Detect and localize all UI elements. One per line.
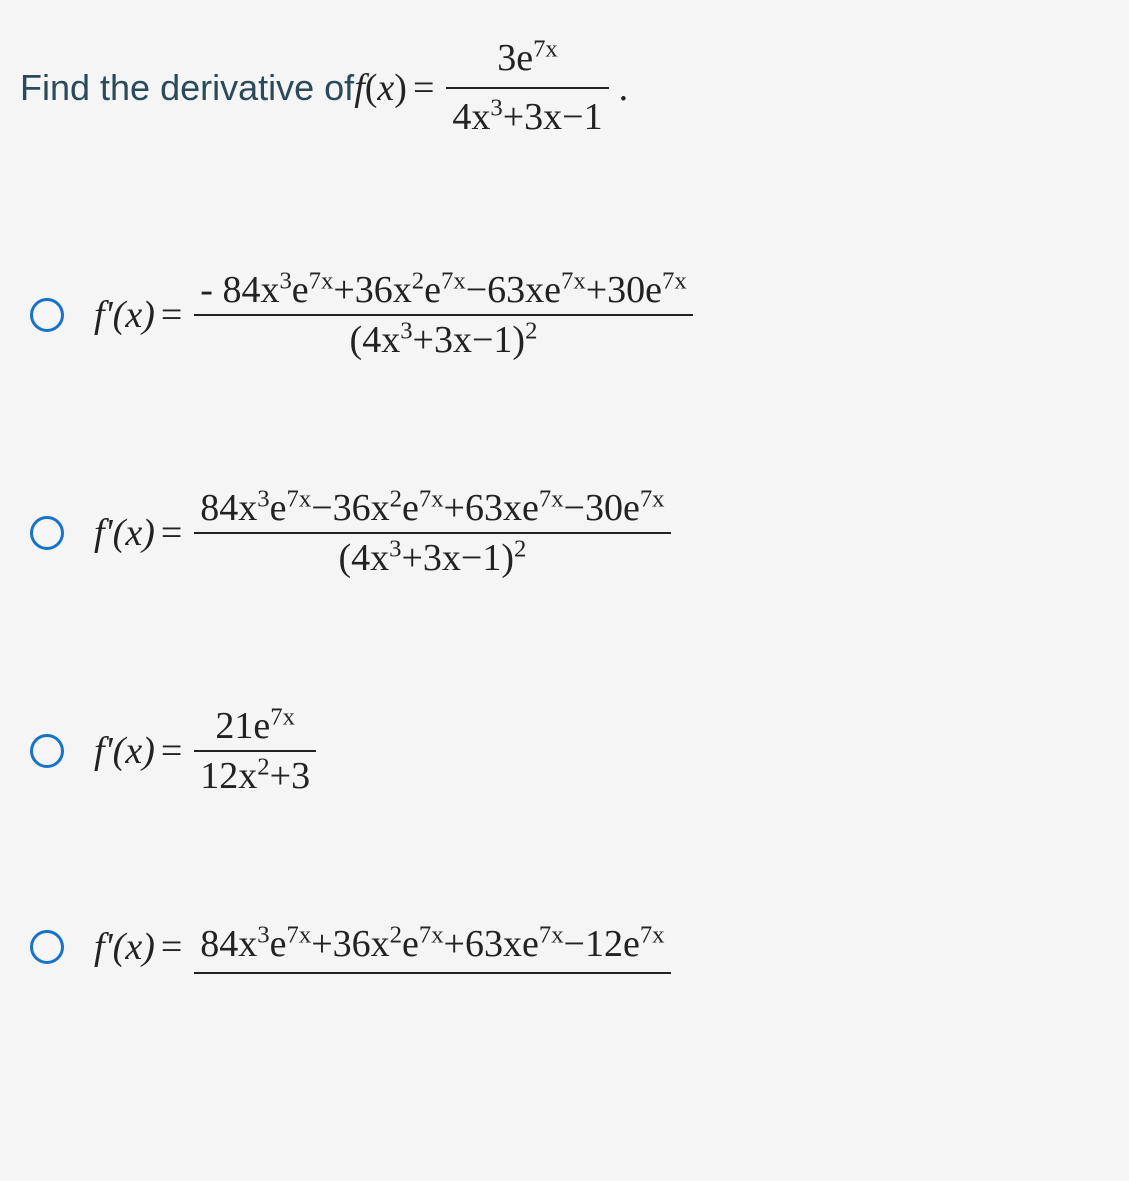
question-numerator: 3e7x [491, 30, 564, 87]
option-row[interactable]: f'(x)= 21e7x12x2+3 [30, 702, 1109, 800]
option-math: f'(x)= 84x3e7x+36x2e7x+63xe7x−12e7x [94, 920, 677, 974]
equals: = [161, 511, 182, 555]
period: . [619, 62, 629, 115]
equals: = [161, 729, 182, 773]
option-denominator: (4x3+3x−1)2 [344, 316, 544, 364]
page: Find the derivative of f(x) = 3e7x 4x3+3… [0, 0, 1129, 1181]
option-math: f'(x)= 84x3e7x−36x2e7x+63xe7x−30e7x(4x3+3… [94, 484, 677, 582]
option-numerator: 84x3e7x+36x2e7x+63xe7x−12e7x [194, 920, 670, 968]
equals: = [161, 925, 182, 969]
options-list: f'(x)=- 84x3e7x+36x2e7x−63xe7x+30e7x(4x3… [30, 266, 1109, 974]
lhs-prime: f'(x) [94, 293, 155, 337]
option-fraction: - 84x3e7x+36x2e7x−63xe7x+30e7x(4x3+3x−1)… [194, 266, 692, 364]
question-math: f(x) = 3e7x 4x3+3x−1 . [354, 30, 628, 146]
lhs-prime: f'(x) [94, 925, 155, 969]
option-fraction: 21e7x12x2+3 [194, 702, 316, 800]
equals: = [413, 62, 434, 115]
option-row[interactable]: f'(x)= 84x3e7x−36x2e7x+63xe7x−30e7x(4x3+3… [30, 484, 1109, 582]
lhs-prime: f'(x) [94, 511, 155, 555]
lhs-prime: f'(x) [94, 729, 155, 773]
radio-button[interactable] [30, 516, 64, 550]
option-fraction: 84x3e7x+36x2e7x+63xe7x−12e7x [194, 920, 670, 974]
radio-button[interactable] [30, 734, 64, 768]
radio-button[interactable] [30, 298, 64, 332]
question-fraction: 3e7x 4x3+3x−1 [446, 30, 608, 146]
radio-button[interactable] [30, 930, 64, 964]
option-numerator: - 84x3e7x+36x2e7x−63xe7x+30e7x [194, 266, 692, 314]
func-letter: f [354, 62, 365, 115]
question-prefix: Find the derivative of [20, 63, 354, 113]
option-fraction: 84x3e7x−36x2e7x+63xe7x−30e7x(4x3+3x−1)2 [194, 484, 670, 582]
var-letter: x [377, 62, 394, 115]
question-denominator: 4x3+3x−1 [446, 89, 608, 146]
option-math: f'(x)= - 84x3e7x+36x2e7x−63xe7x+30e7x(4x3… [94, 266, 699, 364]
option-math: f'(x)= 21e7x12x2+3 [94, 702, 322, 800]
option-row[interactable]: f'(x)= 84x3e7x+36x2e7x+63xe7x−12e7x [30, 920, 1109, 974]
option-numerator: 21e7x [209, 702, 301, 750]
option-numerator: 84x3e7x−36x2e7x+63xe7x−30e7x [194, 484, 670, 532]
question-prompt: Find the derivative of f(x) = 3e7x 4x3+3… [20, 30, 1109, 146]
option-row[interactable]: f'(x)= - 84x3e7x+36x2e7x−63xe7x+30e7x(4x3… [30, 266, 1109, 364]
option-denominator: 12x2+3 [194, 752, 316, 800]
fraction-bar [194, 972, 670, 974]
equals: = [161, 293, 182, 337]
option-denominator: (4x3+3x−1)2 [332, 534, 532, 582]
